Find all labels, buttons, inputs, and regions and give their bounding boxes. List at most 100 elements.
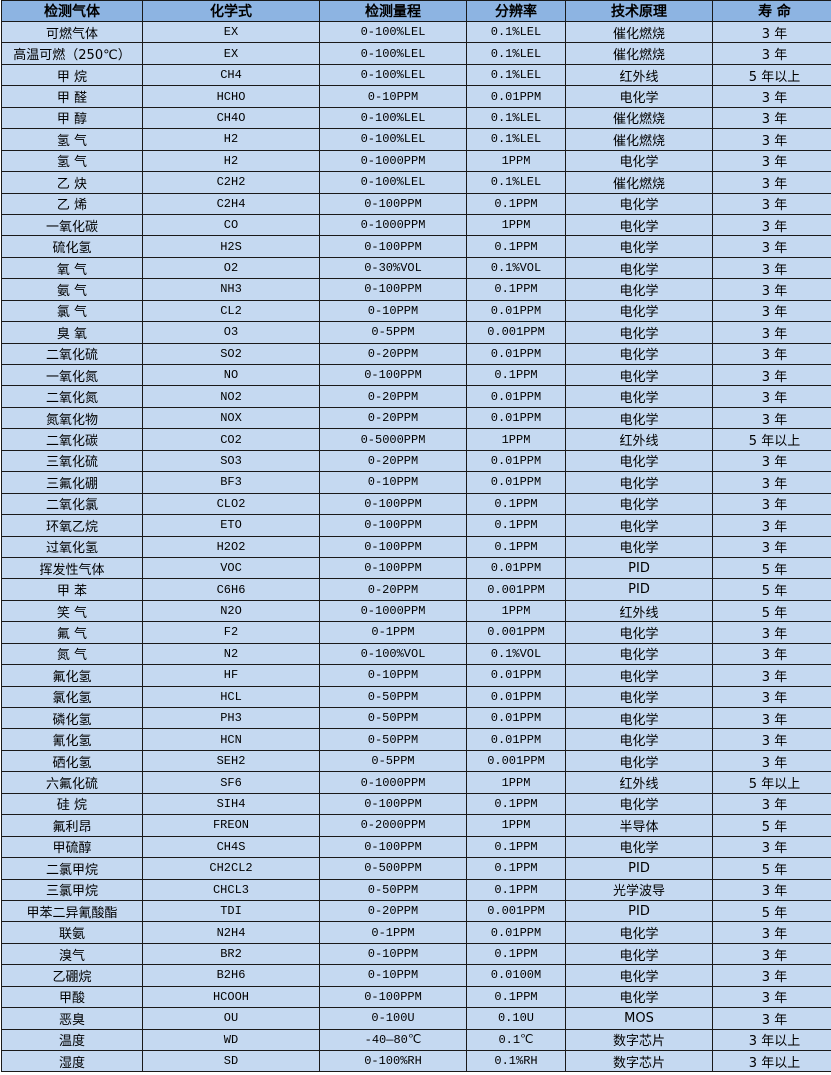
cell-principle: 电化学 bbox=[565, 213, 713, 237]
cell-gas: 三氯甲烷 bbox=[1, 878, 143, 901]
table-row: 可燃气体 EX 0-100%LEL 0.1%LEL 催化燃烧 3 年 bbox=[1, 20, 831, 44]
cell-gas: 环氧乙烷 bbox=[1, 514, 143, 537]
cell-principle: 电化学 bbox=[565, 642, 713, 666]
cell-range: 0-10PPM bbox=[319, 471, 467, 494]
table-row: 氟利昂 FREON 0-2000PPM 1PPM 半导体 5 年 bbox=[1, 814, 831, 837]
cell-gas: 恶臭 bbox=[1, 1007, 143, 1030]
cell-lifetime: 3 年 bbox=[712, 213, 831, 237]
cell-gas: 氮氧化物 bbox=[1, 406, 143, 430]
cell-range: 0-20PPM bbox=[319, 385, 467, 408]
cell-range: 0-100%LEL bbox=[319, 128, 467, 151]
cell-formula: C6H6 bbox=[142, 578, 320, 601]
cell-range: 0-100PPM bbox=[319, 535, 467, 558]
cell-resolution: 0.001PPM bbox=[466, 621, 566, 644]
cell-resolution: 0.01PPM bbox=[466, 471, 566, 494]
cell-principle: PID bbox=[565, 556, 713, 580]
cell-gas: 湿度 bbox=[1, 1049, 143, 1073]
cell-resolution: 0.1%LEL bbox=[466, 42, 566, 65]
cell-range: 0-100PPM bbox=[319, 514, 467, 537]
cell-gas: 笑 气 bbox=[1, 599, 143, 623]
cell-resolution: 0.1%LEL bbox=[466, 171, 566, 194]
cell-resolution: 0.1℃ bbox=[466, 1028, 566, 1052]
table-row: 甲 苯 C6H6 0-20PPM 0.001PPM PID 5 年 bbox=[1, 578, 831, 601]
table-row: 磷化氢 PH3 0-50PPM 0.01PPM 电化学 3 年 bbox=[1, 706, 831, 730]
cell-resolution: 0.1PPM bbox=[466, 535, 566, 558]
cell-lifetime: 3 年 bbox=[712, 706, 831, 730]
cell-principle: 电化学 bbox=[565, 321, 713, 344]
cell-resolution: 1PPM bbox=[466, 149, 566, 173]
cell-lifetime: 3 年以上 bbox=[712, 1049, 831, 1073]
cell-range: 0-100U bbox=[319, 1007, 467, 1030]
header-gas: 检测气体 bbox=[1, 0, 143, 22]
table-row: 氟化氢 HF 0-10PPM 0.01PPM 电化学 3 年 bbox=[1, 664, 831, 687]
cell-lifetime: 3 年 bbox=[712, 149, 831, 173]
cell-gas: 甲苯二异氰酸酯 bbox=[1, 899, 143, 923]
cell-range: 0-100PPM bbox=[319, 192, 467, 215]
cell-range: -40—80℃ bbox=[319, 1028, 467, 1052]
cell-gas: 温度 bbox=[1, 1028, 143, 1052]
cell-resolution: 0.001PPM bbox=[466, 578, 566, 601]
cell-range: 0-20PPM bbox=[319, 342, 467, 366]
cell-principle: 电化学 bbox=[565, 235, 713, 258]
cell-principle: 电化学 bbox=[565, 278, 713, 301]
cell-gas: 乙 烯 bbox=[1, 192, 143, 215]
cell-resolution: 1PPM bbox=[466, 814, 566, 837]
cell-range: 0-50PPM bbox=[319, 878, 467, 901]
cell-formula: HCN bbox=[142, 728, 320, 751]
cell-lifetime: 3 年 bbox=[712, 664, 831, 687]
cell-gas: 硒化氢 bbox=[1, 749, 143, 773]
cell-gas: 磷化氢 bbox=[1, 706, 143, 730]
cell-lifetime: 3 年 bbox=[712, 20, 831, 44]
cell-principle: 红外线 bbox=[565, 771, 713, 794]
cell-gas: 氢 气 bbox=[1, 128, 143, 151]
cell-lifetime: 3 年 bbox=[712, 385, 831, 408]
cell-range: 0-1000PPM bbox=[319, 599, 467, 623]
cell-range: 0-5PPM bbox=[319, 749, 467, 773]
cell-range: 0-20PPM bbox=[319, 449, 467, 473]
cell-resolution: 0.1PPM bbox=[466, 192, 566, 215]
cell-resolution: 0.01PPM bbox=[466, 921, 566, 944]
cell-formula: SF6 bbox=[142, 771, 320, 794]
cell-formula: NO bbox=[142, 363, 320, 387]
cell-range: 0-10PPM bbox=[319, 85, 467, 108]
cell-range: 0-20PPM bbox=[319, 578, 467, 601]
cell-principle: 电化学 bbox=[565, 964, 713, 987]
cell-resolution: 0.01PPM bbox=[466, 299, 566, 323]
cell-range: 0-5000PPM bbox=[319, 428, 467, 451]
cell-formula: H2 bbox=[142, 149, 320, 173]
cell-gas: 氯化氢 bbox=[1, 685, 143, 709]
table-row: 氮 气 N2 0-100%VOL 0.1%VOL 电化学 3 年 bbox=[1, 642, 831, 666]
cell-lifetime: 3 年 bbox=[712, 342, 831, 366]
cell-formula: B2H6 bbox=[142, 964, 320, 987]
cell-gas: 三氧化硫 bbox=[1, 449, 143, 473]
cell-range: 0-1PPM bbox=[319, 621, 467, 644]
cell-lifetime: 5 年以上 bbox=[712, 771, 831, 794]
cell-resolution: 0.1PPM bbox=[466, 235, 566, 258]
cell-lifetime: 5 年 bbox=[712, 857, 831, 880]
cell-principle: 电化学 bbox=[565, 942, 713, 966]
cell-formula: CO bbox=[142, 213, 320, 237]
cell-formula: N2O bbox=[142, 599, 320, 623]
cell-lifetime: 3 年 bbox=[712, 128, 831, 151]
table-row: 甲硫醇 CH4S 0-100PPM 0.1PPM 电化学 3 年 bbox=[1, 835, 831, 859]
cell-range: 0-10PPM bbox=[319, 664, 467, 687]
cell-principle: 光学波导 bbox=[565, 878, 713, 901]
table-row: 氯化氢 HCL 0-50PPM 0.01PPM 电化学 3 年 bbox=[1, 685, 831, 709]
cell-gas: 甲 苯 bbox=[1, 578, 143, 601]
cell-principle: PID bbox=[565, 857, 713, 880]
cell-resolution: 0.01PPM bbox=[466, 685, 566, 709]
table-row: 乙 烯 C2H4 0-100PPM 0.1PPM 电化学 3 年 bbox=[1, 192, 831, 215]
cell-formula: SEH2 bbox=[142, 749, 320, 773]
cell-resolution: 0.1PPM bbox=[466, 878, 566, 901]
table-row: 甲 醇 CH4O 0-100%LEL 0.1%LEL 催化燃烧 3 年 bbox=[1, 106, 831, 130]
table-row: 硫化氢 H2S 0-100PPM 0.1PPM 电化学 3 年 bbox=[1, 235, 831, 258]
cell-formula: O2 bbox=[142, 256, 320, 280]
cell-principle: 电化学 bbox=[565, 664, 713, 687]
cell-resolution: 0.01PPM bbox=[466, 728, 566, 751]
cell-range: 0-100%LEL bbox=[319, 63, 467, 87]
cell-principle: 催化燃烧 bbox=[565, 106, 713, 130]
cell-formula: VOC bbox=[142, 556, 320, 580]
cell-formula: SO3 bbox=[142, 449, 320, 473]
cell-lifetime: 3 年 bbox=[712, 42, 831, 65]
header-range: 检测量程 bbox=[319, 0, 467, 22]
